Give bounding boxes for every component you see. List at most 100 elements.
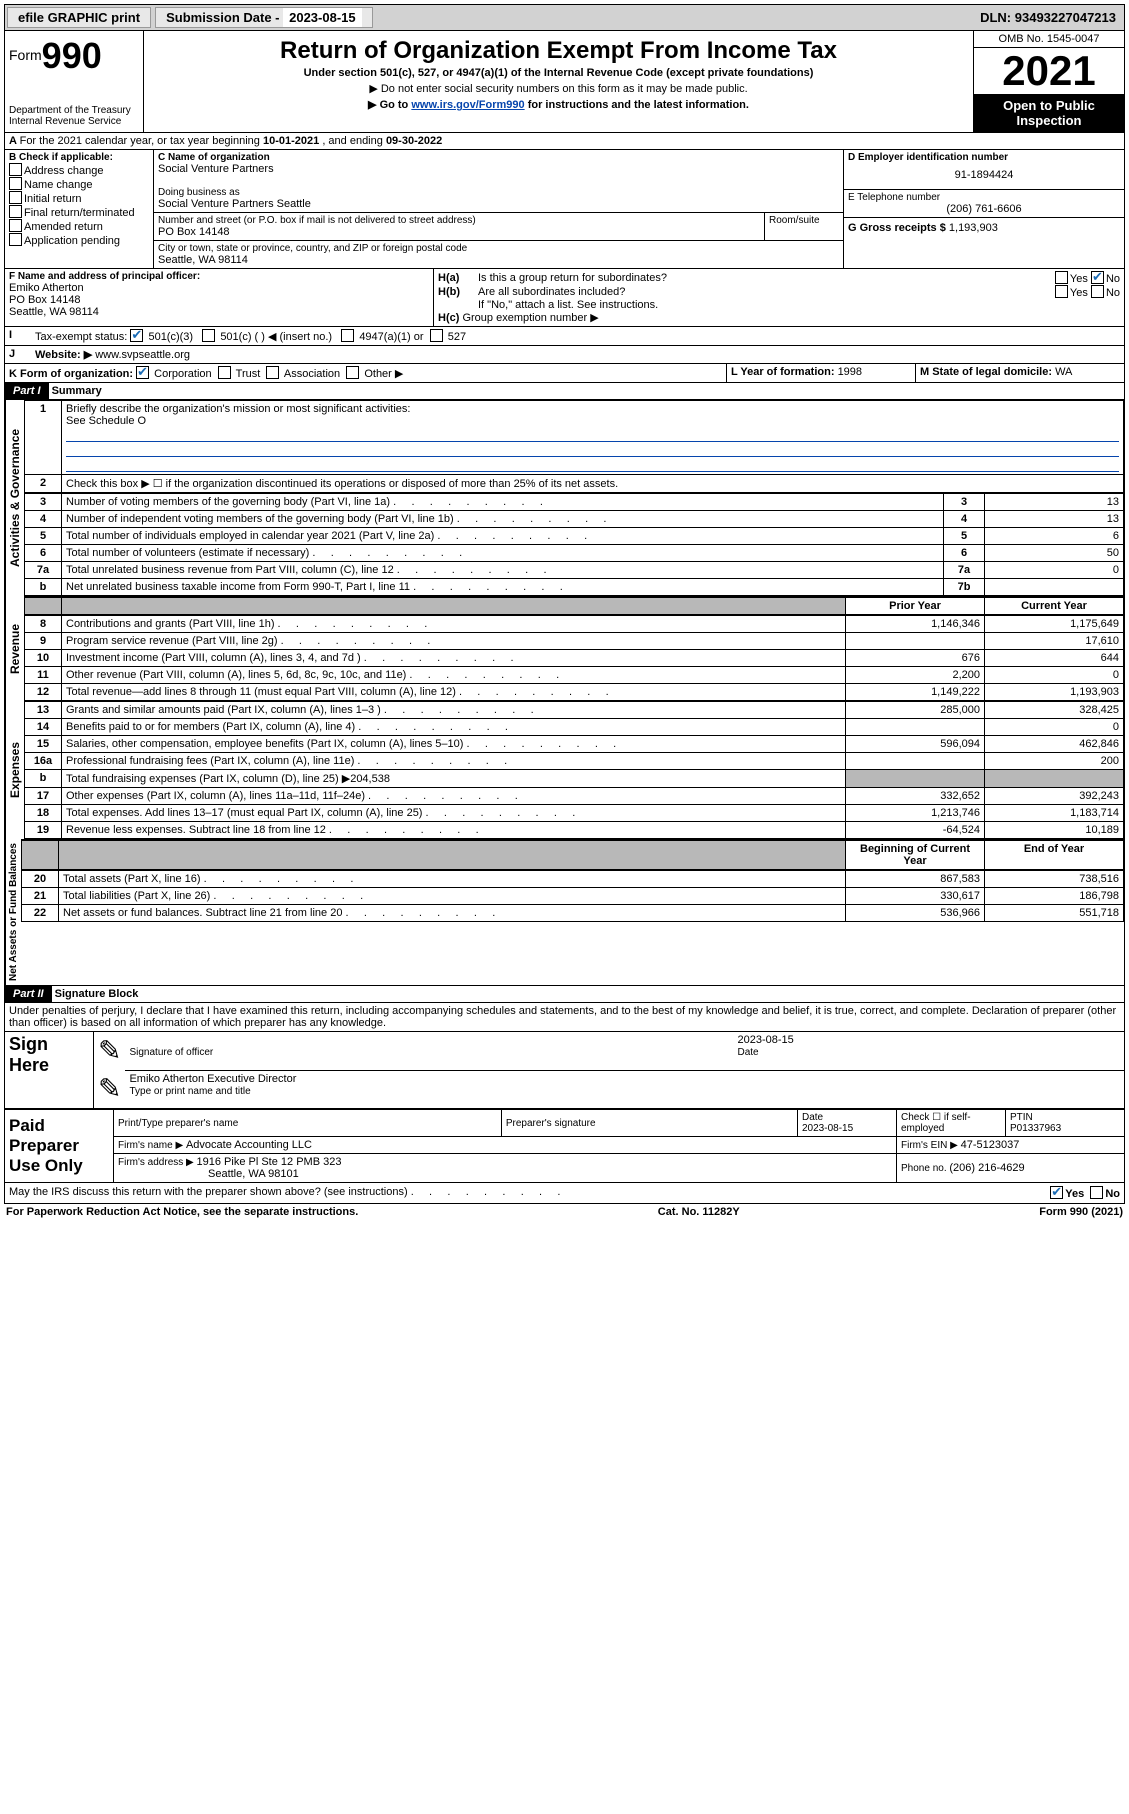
line-value: 13 [985,494,1124,511]
q2-text: Check this box ▶ ☐ if the organization d… [62,475,1124,493]
officer-name: Emiko Atherton [9,282,429,294]
discuss-yes[interactable] [1050,1186,1063,1199]
corp-check[interactable] [136,366,149,379]
current-value: 10,189 [985,822,1124,839]
efile-topbar: efile GRAPHIC print Submission Date - 20… [4,4,1125,31]
initial-label: Initial return [24,193,81,205]
ha-yes[interactable] [1055,271,1068,284]
line-num: 20 [22,871,59,888]
4947-check[interactable] [341,329,354,342]
line-text: Total number of individuals employed in … [62,528,944,545]
line-text: Total expenses. Add lines 13–17 (must eq… [62,805,846,822]
irs-link[interactable]: www.irs.gov/Form990 [411,99,524,111]
current-value: 0 [985,719,1124,736]
prior-value: 676 [846,650,985,667]
trust-check[interactable] [218,366,231,379]
hc-label: Group exemption number ▶ [462,312,598,324]
sig-name-label: Type or print name and title [129,1086,250,1097]
line-box: 7a [944,562,985,579]
paid-preparer-label: Paid Preparer Use Only [5,1110,114,1183]
side-revenue: Revenue [5,596,24,701]
prior-value [846,633,985,650]
current-value: 462,846 [985,736,1124,753]
prep-check-label: Check ☐ if self-employed [897,1110,1006,1137]
col-end: End of Year [985,840,1124,870]
line-num: 16a [25,753,62,770]
app-pending-check[interactable] [9,233,22,246]
section-deg: D Employer identification number 91-1894… [844,150,1124,268]
current-value: 200 [985,753,1124,770]
501c-check[interactable] [202,329,215,342]
current-value: 551,718 [985,905,1124,922]
prior-value [846,719,985,736]
line-num: 3 [25,494,62,511]
line-text: Professional fundraising fees (Part IX, … [62,753,846,770]
amended-check[interactable] [9,219,22,232]
pen-icon: ✎ [94,1070,126,1109]
line-num: 4 [25,511,62,528]
prior-value: 1,146,346 [846,616,985,633]
501c3-check[interactable] [130,329,143,342]
line-num: 8 [25,616,62,633]
other-check[interactable] [346,366,359,379]
section-k: K Form of organization: Corporation Trus… [5,364,727,382]
form-subtitle-3: ▶ Go to www.irs.gov/Form990 for instruct… [152,98,965,111]
firm-addr2: Seattle, WA 98101 [208,1168,299,1180]
discuss-no[interactable] [1090,1186,1103,1199]
footer-right: Form 990 (2021) [1039,1206,1123,1218]
irs-label: Internal Revenue Service [9,116,139,127]
prior-value: 330,617 [846,888,985,905]
c-name-label: C Name of organization [158,152,839,163]
dln-label: DLN: [980,10,1015,25]
year-formation: 1998 [838,366,862,378]
527-label: 527 [448,331,466,343]
line-num: 10 [25,650,62,667]
shaded-cell [846,770,985,788]
prior-value: -64,524 [846,822,985,839]
sig-officer-label: Signature of officer [129,1047,213,1058]
prior-value [846,753,985,770]
name-change-check[interactable] [9,177,22,190]
col-current: Current Year [985,597,1124,615]
i-label: Tax-exempt status: [35,331,127,343]
j-label: Website: ▶ [35,349,92,361]
org-name: Social Venture Partners [158,163,839,175]
line-text: Salaries, other compensation, employee b… [62,736,846,753]
part-ii-title: Signature Block [55,988,139,1000]
line-text: Total fundraising expenses (Part IX, col… [62,770,846,788]
line-num: 13 [25,702,62,719]
initial-check[interactable] [9,191,22,204]
final-check[interactable] [9,205,22,218]
gross-receipts: 1,193,903 [949,222,998,234]
city-label: City or town, state or province, country… [158,243,839,254]
line-num: 12 [25,684,62,701]
year-begin: 10-01-2021 [263,135,319,147]
current-value: 0 [985,667,1124,684]
prep-date: 2023-08-15 [802,1123,853,1134]
firm-addr1: 1916 Pike Pl Ste 12 PMB 323 [197,1156,342,1168]
hb-no[interactable] [1091,285,1104,298]
section-l: L Year of formation: 1998 [727,364,916,382]
efile-print-button[interactable]: efile GRAPHIC print [7,7,151,28]
other-label: Other ▶ [364,368,403,380]
527-check[interactable] [430,329,443,342]
line-text: Grants and similar amounts paid (Part IX… [62,702,846,719]
dba-name: Social Venture Partners Seattle [158,198,839,210]
line-num: 21 [22,888,59,905]
line-text: Program service revenue (Part VIII, line… [62,633,846,650]
addr-change-check[interactable] [9,163,22,176]
line-text: Number of independent voting members of … [62,511,944,528]
line-num: 15 [25,736,62,753]
line-box: 4 [944,511,985,528]
tax-year: 2021 [974,48,1124,94]
side-expenses: Expenses [5,701,24,839]
line-a-mid: , and ending [322,135,386,147]
year-end: 09-30-2022 [386,135,442,147]
assoc-check[interactable] [266,366,279,379]
current-value: 392,243 [985,788,1124,805]
ha-no[interactable] [1091,271,1104,284]
m-label: M State of legal domicile: [920,366,1055,378]
current-value: 328,425 [985,702,1124,719]
hb-yes[interactable] [1055,285,1068,298]
line-num: 18 [25,805,62,822]
